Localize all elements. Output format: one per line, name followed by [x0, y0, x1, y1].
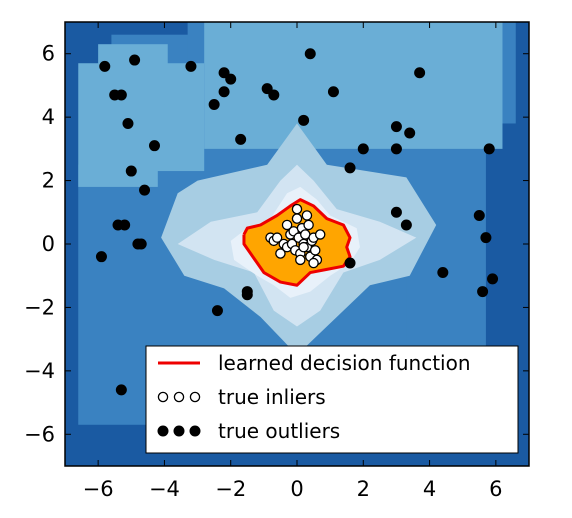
inlier-point — [291, 203, 303, 215]
outlier-point — [473, 209, 485, 221]
inlier-point — [295, 254, 306, 266]
legend[interactable]: learned decision function true inliers tru… — [145, 345, 519, 454]
x-tick-label: −4 — [149, 477, 180, 501]
inlier-point — [308, 257, 319, 269]
inlier-point — [309, 245, 321, 256]
outlier-point — [235, 133, 247, 145]
outlier-point — [344, 162, 356, 174]
x-tick-label: −2 — [215, 477, 246, 501]
y-tick-label: 0 — [42, 232, 55, 256]
y-tick-label: −6 — [24, 422, 55, 446]
outlier-point — [414, 67, 426, 79]
inlier-point — [271, 232, 283, 243]
outlier-point — [139, 184, 151, 196]
outlier-point — [95, 251, 107, 263]
outlier-point — [390, 206, 402, 218]
outlier-point — [241, 286, 253, 298]
outlier-point — [327, 86, 339, 98]
outlier-point — [487, 273, 499, 285]
inlier-point — [301, 210, 313, 221]
legend-filled-marker — [157, 425, 169, 437]
outlier-point — [125, 165, 137, 177]
outlier-point — [148, 140, 160, 152]
inlier-point — [314, 229, 326, 240]
outlier-point — [99, 60, 111, 72]
outlier-point — [119, 219, 131, 231]
legend-filled-marker — [189, 425, 201, 437]
inlier-point — [291, 213, 303, 224]
x-tick-label: 2 — [357, 477, 370, 501]
inlier-point — [281, 219, 293, 231]
inlier-point — [303, 219, 314, 231]
outlier-point — [357, 143, 369, 155]
y-tick-label: −2 — [24, 295, 55, 319]
outlier-point — [135, 238, 147, 250]
y-tick-label: 2 — [42, 169, 55, 193]
outlier-point — [122, 117, 134, 129]
legend-label: true outliers — [218, 419, 340, 443]
outlier-point — [218, 86, 230, 98]
x-tick-label: −6 — [83, 477, 114, 501]
outlier-point — [437, 267, 449, 279]
outlier-point — [298, 114, 310, 126]
legend-label: true inliers — [218, 385, 326, 409]
x-tick-label: 6 — [489, 477, 502, 501]
outlier-point — [208, 98, 220, 110]
outlier-point — [115, 384, 127, 396]
outlier-point — [261, 83, 273, 95]
y-tick-label: 4 — [42, 105, 55, 129]
legend-filled-marker — [173, 425, 185, 437]
x-tick-label: 0 — [290, 477, 303, 501]
inlier-point — [298, 241, 309, 253]
legend-open-marker — [189, 391, 201, 403]
outlier-point — [390, 121, 402, 133]
outlier-point — [211, 305, 223, 317]
outlier-point — [400, 219, 412, 231]
outlier-point — [268, 89, 280, 101]
outlier-point — [344, 257, 356, 269]
legend-box — [145, 345, 519, 454]
contour-level-3-block — [204, 22, 503, 149]
outlier-point — [483, 143, 495, 155]
outlier-point — [304, 48, 316, 60]
plot-area — [65, 22, 529, 466]
outlier-point — [185, 60, 197, 72]
decision-boundary-line — [242, 198, 352, 287]
outlier-point — [477, 286, 489, 298]
outlier-point — [225, 73, 237, 85]
legend-label: learned decision function — [218, 351, 471, 375]
outlier-point — [480, 232, 492, 244]
outlier-point — [404, 127, 416, 139]
y-tick-label: −4 — [24, 359, 55, 383]
outlier-point — [129, 54, 141, 66]
outlier-point — [390, 143, 402, 155]
outlier-point — [109, 89, 121, 101]
x-tick-label: 4 — [423, 477, 436, 501]
y-tick-label: 6 — [42, 42, 55, 66]
inlier-point — [275, 248, 286, 259]
axis-ticks: −6 −4 −2 0 2 4 6 6 4 2 0 −2 −4 −6 — [24, 22, 529, 501]
legend-open-marker — [173, 391, 185, 403]
legend-open-marker — [157, 391, 169, 403]
outlier-point — [218, 67, 230, 79]
